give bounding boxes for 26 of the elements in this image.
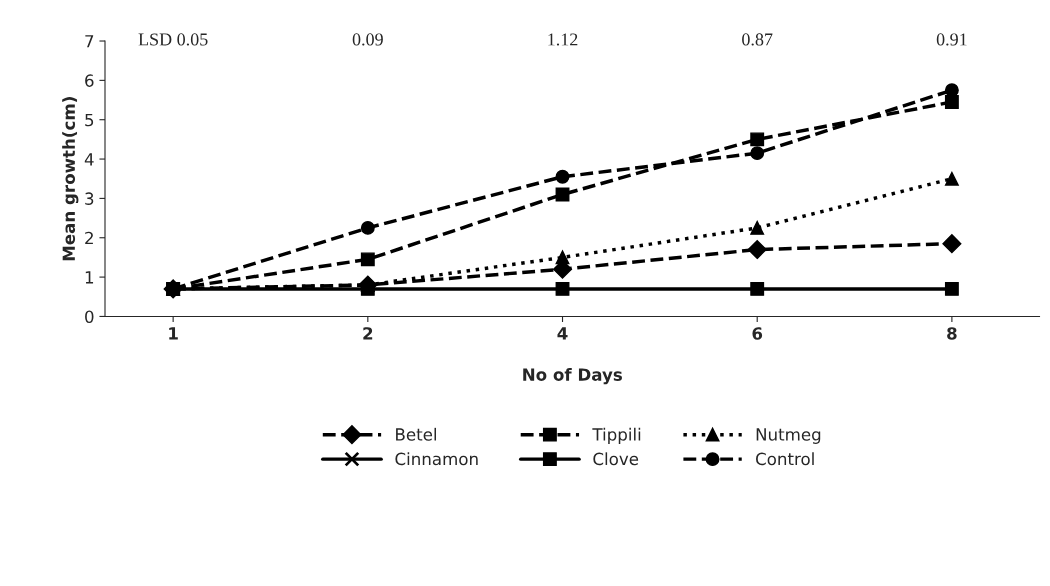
legend-label: Betel (396, 427, 437, 441)
x-tick-label: 8 (947, 327, 957, 340)
y-tick-label: 4 (84, 153, 94, 166)
y-axis-title: Mean growth(cm) (62, 97, 79, 261)
y-tick-label: 1 (85, 271, 94, 284)
x-tick-label: 2 (363, 327, 373, 340)
legend-label: Tippili (592, 427, 641, 444)
y-tick-label: 6 (85, 74, 94, 87)
legend-label: Cinnamon (395, 452, 478, 466)
x-tick-label: 6 (752, 327, 763, 340)
y-tick-label: 2 (85, 231, 93, 245)
y-tick-label: 5 (85, 113, 94, 127)
annotation: 0.87 (742, 33, 773, 46)
x-tick-label: 4 (557, 327, 568, 340)
x-tick-label: 1 (169, 327, 178, 340)
annotation: 0.09 (352, 33, 383, 46)
annotation: 1.12 (548, 33, 578, 46)
legend-label: Control (756, 452, 814, 466)
x-axis-title: No of Days (523, 367, 622, 385)
annotation: 0.91 (936, 33, 967, 46)
annotation: LSD 0.05 (138, 33, 208, 46)
legend-label: Nutmeg (756, 428, 821, 444)
y-tick-label: 7 (85, 35, 94, 48)
legend-label: Clove (593, 452, 639, 466)
y-tick-label: 0 (85, 310, 94, 324)
y-tick-label: 3 (85, 192, 94, 205)
